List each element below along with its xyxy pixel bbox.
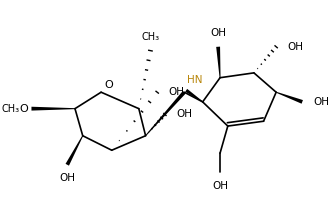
Text: OH: OH xyxy=(210,28,226,38)
Text: OH: OH xyxy=(288,42,304,52)
Polygon shape xyxy=(145,91,186,136)
Text: HN: HN xyxy=(187,75,203,85)
Text: OH: OH xyxy=(169,87,185,97)
Text: OH: OH xyxy=(177,110,193,119)
Polygon shape xyxy=(32,107,75,111)
Text: O: O xyxy=(104,80,113,90)
Text: OH: OH xyxy=(212,181,228,191)
Polygon shape xyxy=(185,89,203,102)
Polygon shape xyxy=(65,136,83,166)
Text: CH₃: CH₃ xyxy=(2,104,20,114)
Text: OH: OH xyxy=(59,173,75,183)
Polygon shape xyxy=(276,92,303,104)
Polygon shape xyxy=(216,47,220,78)
Text: OH: OH xyxy=(314,97,330,107)
Text: CH₃: CH₃ xyxy=(141,32,159,42)
Text: O: O xyxy=(20,104,29,114)
